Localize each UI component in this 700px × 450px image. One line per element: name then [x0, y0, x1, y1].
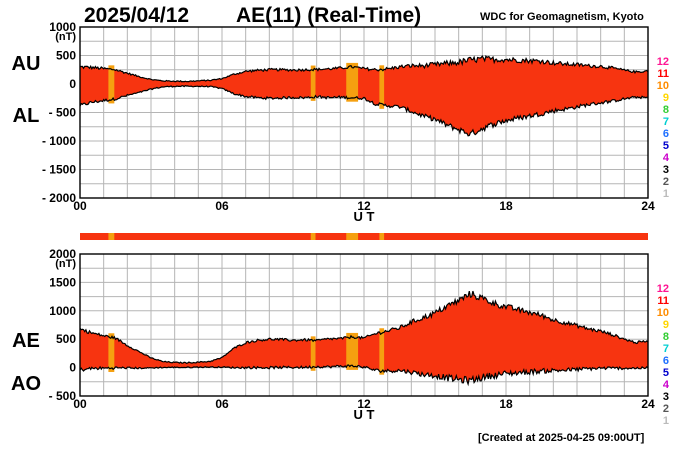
station-count-strip — [80, 233, 648, 240]
station-count-highlight — [310, 233, 316, 240]
station-count-legend-item: 1 — [663, 415, 669, 427]
chart-title: AE(11) (Real-Time) — [236, 4, 422, 27]
y-tick-label: 0 — [69, 361, 76, 375]
highlight-band — [310, 336, 316, 371]
x-tick-label: 18 — [499, 199, 513, 213]
y-tick-label: 2000 — [49, 247, 76, 261]
y-tick-label: 1000 — [49, 304, 76, 318]
series-line-ae — [79, 290, 649, 364]
series-line-al — [79, 85, 649, 137]
station-count-legend-item: 2 — [663, 403, 669, 415]
chart-date: 2025/04/12 — [84, 4, 190, 27]
y-tick-label: - 500 — [49, 106, 77, 120]
y-tick-label: 500 — [56, 49, 76, 63]
series-label-al: AL — [13, 105, 40, 127]
series-label-au: AU — [12, 53, 41, 75]
station-count-legend-item: 10 — [657, 80, 669, 92]
plot-frame — [79, 26, 649, 199]
highlight-band — [108, 65, 115, 104]
station-count-bar — [80, 233, 648, 240]
station-count-legend-item: 4 — [663, 379, 670, 391]
x-tick-label: 24 — [641, 199, 655, 213]
x-tick-label: 00 — [73, 199, 87, 213]
station-count-legend-item: 6 — [663, 128, 669, 140]
highlight-band — [379, 65, 385, 109]
station-count-legend-item: 2 — [663, 176, 669, 188]
highlight-band — [310, 65, 316, 101]
highlight-band — [379, 328, 385, 375]
station-count-legend-item: 10 — [657, 307, 669, 319]
station-count-legend-item: 9 — [663, 319, 669, 331]
station-count-legend-item: 7 — [663, 116, 669, 128]
x-axis-label: U T — [354, 209, 375, 224]
x-tick-label: 12 — [357, 397, 371, 411]
station-count-legend-item: 1 — [663, 188, 669, 200]
y-tick-label: - 2000 — [42, 191, 76, 205]
highlight-band — [346, 332, 359, 370]
station-count-legend-item: 5 — [663, 140, 669, 152]
station-count-legend-item: 11 — [657, 68, 669, 80]
station-count-legend-item: 7 — [663, 343, 669, 355]
series-label-ao: AO — [11, 373, 41, 395]
station-count-legend-item: 5 — [663, 367, 669, 379]
y-tick-label: 1000 — [49, 20, 76, 34]
station-count-legend-item: 6 — [663, 355, 669, 367]
y-tick-label: 0 — [69, 77, 76, 91]
y-tick-label: - 1500 — [42, 163, 76, 177]
station-count-legend-item: 3 — [663, 164, 669, 176]
y-tick-label: 500 — [56, 332, 76, 346]
x-tick-label: 06 — [215, 397, 229, 411]
plot-frame — [79, 253, 649, 397]
station-count-legend-item: 12 — [657, 283, 669, 295]
station-count-highlight — [379, 233, 385, 240]
panel-au-al: 1000 500 0 - 500 - 1000 - 1500 - 2000 (nT) 00 06 1… — [12, 20, 670, 224]
y-unit-label: (nT) — [55, 258, 76, 270]
y-tick-label: 1500 — [49, 275, 76, 289]
series-line-ao — [79, 364, 649, 387]
station-count-highlight — [346, 233, 359, 240]
y-tick-label: - 500 — [49, 389, 77, 403]
data-source-label: WDC for Geomagnetism, Kyoto — [480, 11, 644, 23]
station-count-highlight — [108, 233, 115, 240]
area-fill-au-al — [80, 56, 648, 136]
series-line-au — [79, 55, 649, 83]
series-label-ae: AE — [12, 330, 40, 352]
station-count-legend-item: 3 — [663, 391, 669, 403]
x-tick-label: 12 — [357, 199, 371, 213]
x-tick-label: 18 — [499, 397, 513, 411]
x-tick-label: 24 — [641, 397, 655, 411]
station-count-legend-item: 9 — [663, 92, 669, 104]
x-tick-label: 00 — [73, 397, 87, 411]
station-count-legend-item: 11 — [657, 295, 669, 307]
y-tick-label: - 1000 — [42, 134, 76, 148]
x-tick-label: 06 — [215, 199, 229, 213]
y-unit-label: (nT) — [55, 31, 76, 43]
station-count-legend-item: 4 — [663, 152, 670, 164]
highlight-band — [346, 62, 359, 102]
x-axis-label: U T — [354, 407, 375, 422]
created-timestamp: [Created at 2025-04-25 09:00UT] — [478, 432, 645, 444]
station-count-legend-item: 8 — [663, 331, 669, 343]
station-count-legend-item: 8 — [663, 104, 669, 116]
station-count-legend-item: 12 — [657, 56, 669, 68]
highlight-band — [108, 333, 115, 372]
